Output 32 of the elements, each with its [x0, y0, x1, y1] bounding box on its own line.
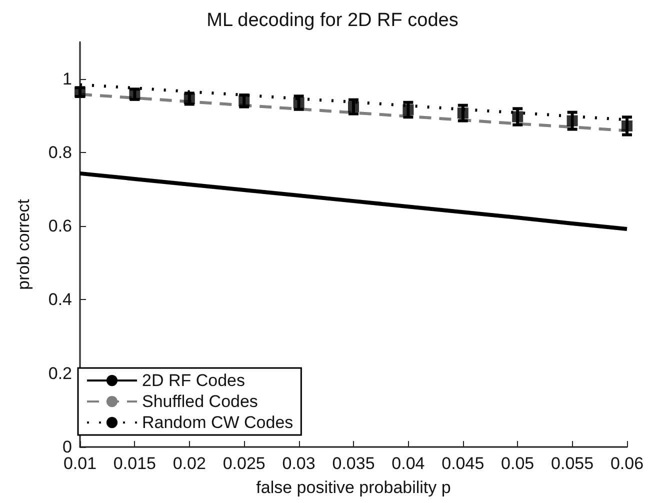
point: [402, 104, 414, 116]
chart-title: ML decoding for 2D RF codes: [206, 10, 458, 31]
y-tick-label: 0.2: [48, 364, 72, 383]
point: [622, 120, 632, 132]
legend-label: 2D RF Codes: [142, 371, 245, 390]
point: [566, 115, 578, 126]
x-tick-label: 0.045: [442, 454, 484, 473]
line-series: [78, 171, 629, 232]
x-tick-label: 0.06: [610, 454, 644, 473]
x-tick-label: 0.04: [392, 454, 425, 473]
legend-label: Shuffled Codes: [142, 392, 258, 411]
x-tick-label: 0.055: [551, 454, 594, 473]
x-tick-label: 0.03: [282, 454, 316, 473]
x-tick-label: 0.01: [63, 454, 97, 473]
y-tick-label: 1: [62, 69, 72, 88]
y-tick-label: 0: [62, 438, 72, 456]
point: [348, 101, 359, 112]
x-axis-title: false positive probability p: [256, 478, 451, 497]
y-tick-label: 0.8: [48, 142, 72, 162]
x-tick-label: 0.02: [172, 454, 206, 473]
y-tick-label: 0.4: [48, 290, 72, 310]
y-axis-title: prob correct: [14, 198, 33, 290]
point: [457, 108, 468, 119]
point: [293, 97, 304, 108]
point: [74, 86, 86, 98]
point: [512, 111, 524, 122]
x-tick-label: 0.05: [501, 454, 534, 473]
y-tick-label: 0.6: [48, 216, 72, 236]
x-tick-label: 0.035: [332, 454, 375, 473]
legend-label: Random CW Codes: [142, 413, 294, 432]
x-tick-label: 0.025: [222, 454, 266, 473]
x-tick-label: 0.015: [113, 454, 156, 473]
